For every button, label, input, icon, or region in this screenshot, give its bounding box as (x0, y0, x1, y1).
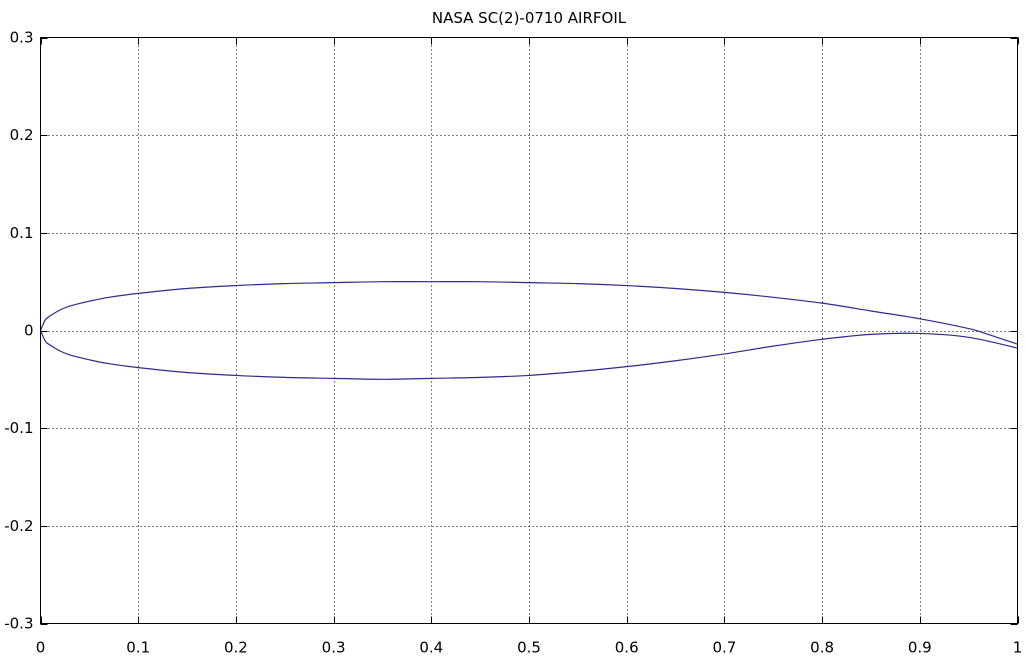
lower-surface-line (39, 330, 1018, 380)
x-tick-label: 0.2 (224, 639, 248, 657)
x-tick-label: 0.6 (615, 639, 639, 657)
y-tick-label: 0.1 (10, 224, 34, 242)
x-tick-labels: 0 0.1 0.2 0.3 0.4 0.5 0.6 0.7 0.8 0.9 1 (36, 639, 1023, 657)
x-tick-label: 1 (1013, 639, 1023, 657)
x-tick-label: 0.5 (517, 639, 541, 657)
x-tick-label: 0.9 (908, 639, 932, 657)
y-tick-label: 0 (24, 322, 34, 340)
y-tick-label: 0.3 (10, 29, 34, 47)
tick-marks (40, 37, 1019, 625)
x-tick-label: 0.8 (810, 639, 834, 657)
series-layer (39, 280, 1018, 380)
y-tick-labels: -0.3 -0.2 -0.1 0 0.1 0.2 0.3 (4, 29, 33, 633)
chart-title: NASA SC(2)-0710 AIRFOIL (432, 9, 627, 27)
axes-box (40, 37, 1018, 624)
x-tick-label: 0.7 (712, 639, 736, 657)
upper-surface-line (39, 280, 1018, 345)
y-tick-label: 0.2 (10, 126, 34, 144)
y-tick-label: -0.2 (4, 517, 33, 535)
grid (40, 37, 1018, 624)
x-tick-label: 0.1 (126, 639, 150, 657)
y-tick-label: -0.3 (4, 615, 33, 633)
y-tick-label: -0.1 (4, 419, 33, 437)
x-tick-label: 0.3 (322, 639, 346, 657)
x-tick-label: 0.4 (419, 639, 443, 657)
x-tick-label: 0 (36, 639, 46, 657)
